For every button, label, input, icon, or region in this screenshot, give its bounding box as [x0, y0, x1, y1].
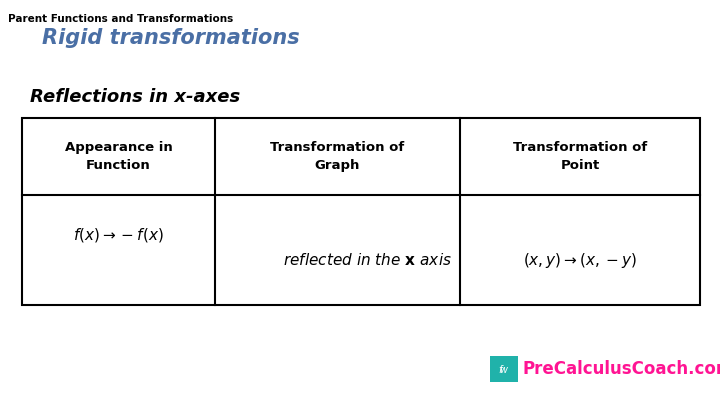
Text: Appearance in: Appearance in: [65, 141, 172, 154]
Text: Function: Function: [86, 159, 151, 172]
Text: Parent Functions and Transformations: Parent Functions and Transformations: [8, 14, 233, 24]
Text: Transformation of: Transformation of: [271, 141, 405, 154]
Text: $f(x) \rightarrow -f(x)$: $f(x) \rightarrow -f(x)$: [73, 226, 164, 244]
Text: Transformation of: Transformation of: [513, 141, 647, 154]
Text: $\mathit{reflected\ in\ the}\ \mathbf{x}\ \mathit{axis}$: $\mathit{reflected\ in\ the}\ \mathbf{x}…: [283, 252, 452, 268]
Text: $(x, y) \rightarrow (x, -y)$: $(x, y) \rightarrow (x, -y)$: [523, 251, 636, 269]
Text: $f\!w$: $f\!w$: [498, 363, 510, 375]
Bar: [22, 118, 700, 305]
Text: PreCalculusCoach.com: PreCalculusCoach.com: [523, 360, 720, 378]
Bar: [490, 356, 518, 382]
Text: Point: Point: [560, 159, 600, 172]
Text: Reflections in x-axes: Reflections in x-axes: [30, 88, 240, 106]
Text: Graph: Graph: [315, 159, 360, 172]
Text: Rigid transformations: Rigid transformations: [42, 28, 300, 48]
